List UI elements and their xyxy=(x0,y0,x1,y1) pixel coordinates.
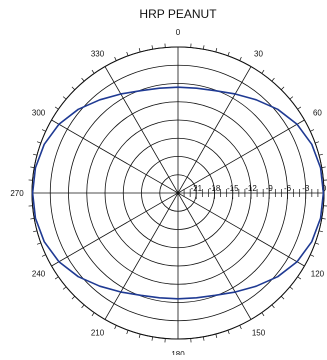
rim-tick-110 xyxy=(315,243,319,244)
rim-tick-130 xyxy=(290,287,293,290)
rim-tick-165 xyxy=(216,334,217,338)
rim-tick-50 xyxy=(290,97,293,100)
rim-tick-340 xyxy=(127,52,128,56)
angle-label-0: 0 xyxy=(176,28,181,37)
rim-tick-320 xyxy=(82,78,85,81)
rim-tick-260 xyxy=(30,218,34,219)
angle-label-30: 30 xyxy=(254,50,263,59)
rim-tick-15 xyxy=(216,48,217,52)
radial-label--3: -3 xyxy=(302,184,310,193)
rim-tick-135 xyxy=(281,296,284,299)
rim-tick-215 xyxy=(92,313,94,316)
rim-tick-285 xyxy=(33,154,37,155)
rim-tick-345 xyxy=(139,48,140,52)
radial-label--12: -12 xyxy=(245,184,257,193)
radial-label--21: -21 xyxy=(190,184,202,193)
rim-tick-195 xyxy=(139,334,140,338)
rim-tick-125 xyxy=(298,277,301,279)
radial-label--6: -6 xyxy=(284,184,292,193)
radial-label--9: -9 xyxy=(266,184,274,193)
rim-tick-80 xyxy=(322,167,326,168)
rim-tick-280 xyxy=(30,167,34,168)
rim-tick-310 xyxy=(63,97,66,100)
chart-title: HRP PEANUT xyxy=(139,7,217,21)
rim-tick-205 xyxy=(115,325,117,329)
rim-tick-220 xyxy=(82,305,85,308)
rim-tick-295 xyxy=(42,130,46,132)
rim-tick-325 xyxy=(92,70,94,73)
rim-tick-315 xyxy=(72,87,75,90)
angle-label-180: 180 xyxy=(171,350,185,355)
angle-label-150: 150 xyxy=(252,328,266,337)
rim-tick-35 xyxy=(262,70,264,73)
rim-tick-105 xyxy=(319,231,323,232)
rim-tick-350 xyxy=(152,45,153,49)
rim-tick-55 xyxy=(298,107,301,109)
rim-tick-140 xyxy=(272,305,275,308)
radial-label--15: -15 xyxy=(227,184,239,193)
rim-tick-10 xyxy=(203,45,204,49)
rim-tick-190 xyxy=(152,337,153,341)
rim-tick-245 xyxy=(42,255,46,257)
rim-tick-70 xyxy=(315,142,319,143)
rim-tick-225 xyxy=(72,296,75,299)
angle-label-270: 270 xyxy=(10,189,24,198)
rim-tick-65 xyxy=(310,130,314,132)
axis-labels: 0 30 60 120 150 180 210 240 270 300 330 -21 -18 -15 -1… xyxy=(10,28,327,355)
rim-tick-160 xyxy=(228,330,229,334)
radial-label--18: -18 xyxy=(209,184,221,193)
angle-label-60: 60 xyxy=(313,109,322,118)
rim-tick-200 xyxy=(127,330,128,334)
rim-tick-230 xyxy=(63,287,66,290)
rim-tick-250 xyxy=(37,243,41,244)
angle-label-120: 120 xyxy=(311,270,325,279)
rim-tick-155 xyxy=(240,325,242,329)
rim-tick-290 xyxy=(37,142,41,143)
rim-tick-100 xyxy=(322,218,326,219)
rim-tick-255 xyxy=(33,231,37,232)
rim-tick-170 xyxy=(203,337,204,341)
polar-grid xyxy=(29,44,327,343)
rim-tick-40 xyxy=(272,78,275,81)
rim-tick-75 xyxy=(319,154,323,155)
angle-label-330: 330 xyxy=(91,50,105,59)
rim-tick-335 xyxy=(115,57,117,61)
angle-label-240: 240 xyxy=(32,270,46,279)
rim-tick-305 xyxy=(55,107,58,109)
angle-label-210: 210 xyxy=(91,328,105,337)
rim-tick-235 xyxy=(55,277,58,279)
angle-label-300: 300 xyxy=(32,109,46,118)
rim-tick-25 xyxy=(240,57,242,61)
rim-tick-115 xyxy=(310,255,314,257)
rim-tick-145 xyxy=(262,313,264,316)
rim-tick-45 xyxy=(281,87,284,90)
rim-tick-20 xyxy=(228,52,229,56)
